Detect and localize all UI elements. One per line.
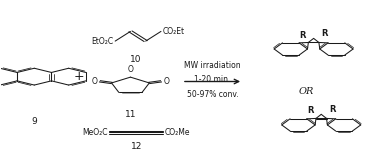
Text: MeO₂C: MeO₂C: [82, 128, 108, 137]
Text: O: O: [91, 77, 97, 86]
Text: 10: 10: [131, 55, 142, 64]
Text: 12: 12: [131, 142, 142, 151]
Text: CO₂Et: CO₂Et: [163, 27, 185, 36]
Text: O: O: [164, 77, 170, 86]
Text: 50-97% conv.: 50-97% conv.: [187, 90, 238, 99]
Text: +: +: [74, 70, 84, 83]
Text: 9: 9: [31, 117, 37, 126]
Text: R: R: [329, 105, 336, 114]
Text: 1-20 min.: 1-20 min.: [194, 75, 231, 84]
Text: MW irradiation: MW irradiation: [184, 61, 241, 70]
Text: CO₂Me: CO₂Me: [165, 128, 190, 137]
Text: R: R: [307, 106, 314, 116]
Text: R: R: [300, 30, 306, 40]
Text: O: O: [128, 65, 133, 74]
Text: EtO₂C: EtO₂C: [91, 37, 113, 46]
Text: R: R: [321, 29, 328, 38]
Text: OR: OR: [298, 87, 314, 96]
Text: 11: 11: [125, 110, 136, 119]
